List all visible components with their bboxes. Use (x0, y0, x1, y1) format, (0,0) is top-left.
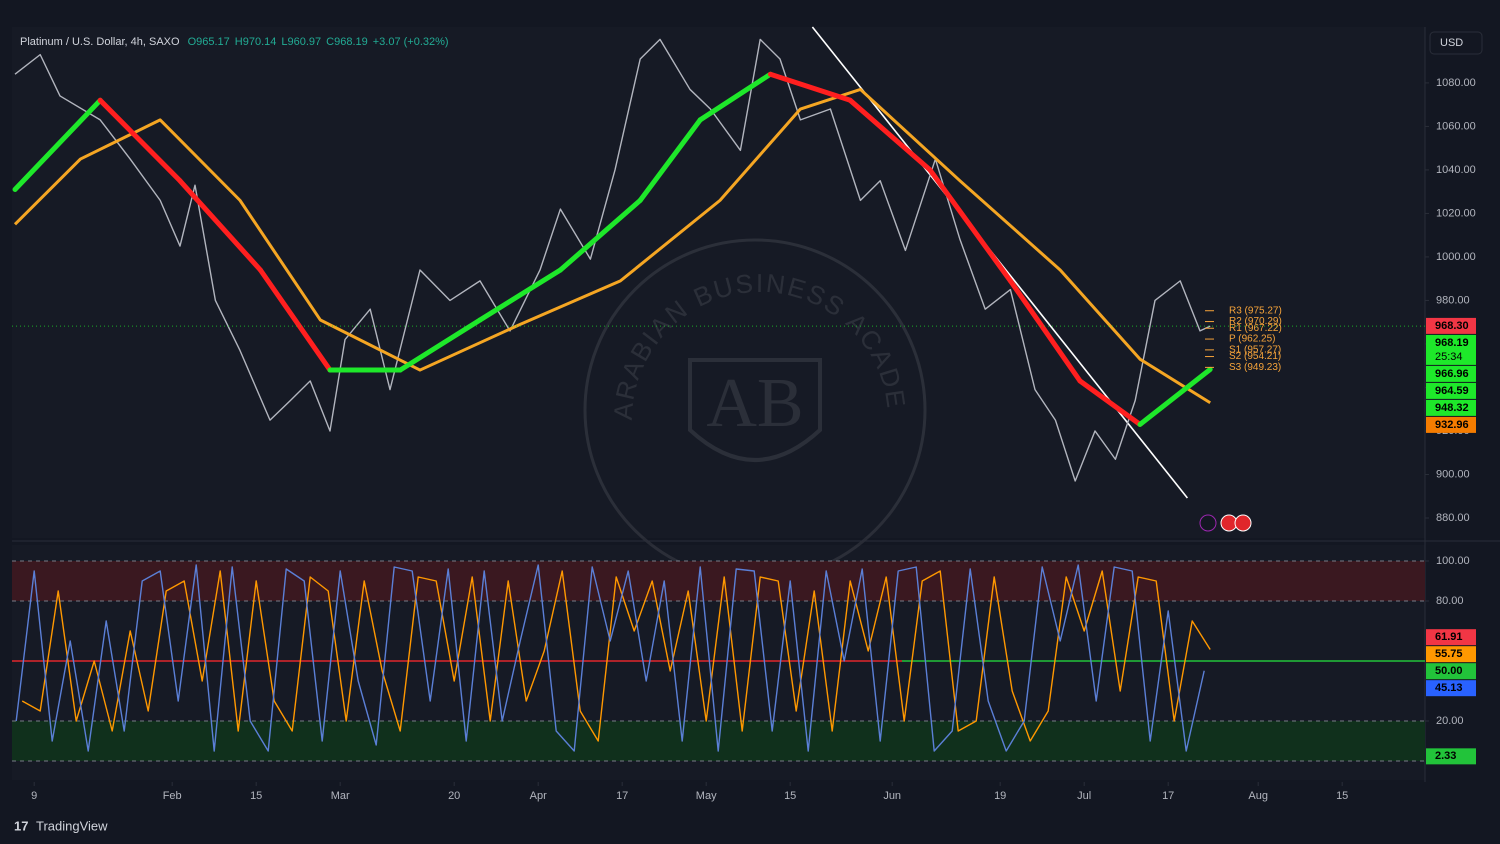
ma-segment (697, 71, 773, 123)
y-tick-label: 1060.00 (1436, 120, 1476, 132)
price-badge (1426, 382, 1476, 399)
price-badge-label: 968.19 (1435, 337, 1469, 349)
y-tick-label: 900.00 (1436, 468, 1470, 480)
price-badge (1426, 334, 1476, 365)
price-badge-label: 2.33 (1435, 750, 1456, 762)
pivot-label: S2 (954.21) (1229, 351, 1281, 362)
x-tick-label: 17 (616, 790, 628, 802)
x-tick-label: 19 (994, 790, 1006, 802)
price-badge-label: 968.30 (1435, 320, 1469, 332)
series-line (15, 564, 1205, 752)
pivot-label: S1 (957.27) (1229, 345, 1281, 356)
x-tick-label: Jul (1077, 790, 1091, 802)
brand: TradingView (36, 818, 108, 833)
price-badge (1426, 317, 1476, 334)
y-tick-label: 980.00 (1436, 294, 1470, 306)
price-badge-label: 55.75 (1435, 648, 1463, 660)
x-tick-label: Mar (331, 790, 350, 802)
ma-segment (637, 117, 703, 203)
price-badge-label: 964.59 (1435, 385, 1469, 397)
ma-segment (767, 71, 853, 103)
x-tick-label: 17 (1162, 790, 1174, 802)
pivot-label: P (962.25) (1229, 334, 1276, 345)
ma-segment (927, 167, 1013, 284)
x-tick-label: 9 (31, 790, 37, 802)
watermark-shield (688, 358, 822, 462)
x-tick-label: 15 (1336, 790, 1348, 802)
x-tick-label: Apr (530, 790, 547, 802)
legend-ohlc: +3.07 (+0.32%) (373, 36, 449, 48)
event-icon (1199, 514, 1217, 532)
x-tick-label: May (696, 790, 717, 802)
y-tick-label: 80.00 (1436, 595, 1464, 607)
x-tick-label: Feb (163, 790, 182, 802)
y-tick-label: 880.00 (1436, 512, 1470, 524)
y-tick-label: 1040.00 (1436, 164, 1476, 176)
ma-segment (1007, 278, 1083, 384)
x-tick-label: 15 (784, 790, 796, 802)
price-badge-label: 61.91 (1435, 631, 1463, 643)
y-tick-label: 1000.00 (1436, 251, 1476, 263)
series-line (21, 570, 1211, 742)
ma-segment (557, 197, 643, 273)
x-tick-label: Jun (883, 790, 901, 802)
countdown: 25:34 (1435, 351, 1463, 363)
price-badge (1426, 663, 1476, 680)
ma-segment (97, 97, 183, 184)
price-badge (1426, 680, 1476, 697)
price-badge-label: 948.32 (1435, 402, 1469, 414)
x-tick-label: Aug (1248, 790, 1268, 802)
legend-ohlc: O965.17 (188, 36, 230, 48)
event-icon (1234, 514, 1252, 532)
currency-button[interactable] (1429, 31, 1483, 55)
legend-ohlc: L960.97 (281, 36, 321, 48)
brand-logo: 17 (14, 818, 28, 833)
ma-segment (257, 267, 333, 373)
watermark-logo: AB (706, 365, 803, 442)
ma-segment (177, 178, 263, 273)
ma-segment (477, 267, 563, 323)
price-badge (1426, 748, 1476, 765)
legend-ohlc: H970.14 (235, 36, 277, 48)
price-badge (1426, 416, 1476, 433)
x-tick-label: 15 (250, 790, 262, 802)
legend-title: Platinum / U.S. Dollar, 4h, SAXO (20, 36, 180, 48)
currency-label[interactable]: USD (1440, 37, 1463, 49)
y-tick-label: 1020.00 (1436, 207, 1476, 219)
pivot-label: R2 (970.29) (1229, 316, 1282, 327)
legend-header: Platinum / U.S. Dollar, 4h, SAXO O965.17 H… (20, 36, 449, 48)
series-line (14, 38, 1211, 482)
series-line (13, 87, 1211, 405)
price-badge (1426, 629, 1476, 646)
y-tick-label: 20.00 (1436, 715, 1464, 727)
ma-segment (847, 97, 933, 173)
price-badge-label: 966.96 (1435, 368, 1469, 380)
pivot-label: R3 (975.27) (1229, 305, 1282, 316)
price-badge-label: 45.13 (1435, 682, 1463, 694)
ma-segment (12, 97, 103, 193)
price-pane (12, 27, 1425, 538)
price-badge-label: 50.00 (1435, 665, 1463, 677)
x-tick-label: 20 (448, 790, 460, 802)
pivot-label: S3 (949.23) (1229, 362, 1281, 373)
ma-segment (1077, 378, 1143, 427)
price-badge (1426, 365, 1476, 382)
event-icons (1199, 514, 1252, 532)
pivot-label: R1 (967.22) (1229, 323, 1282, 334)
legend-ohlc: C968.19 (326, 36, 368, 48)
y-tick-label: 1080.00 (1436, 77, 1476, 89)
zone (12, 561, 1425, 601)
price-badge (1426, 646, 1476, 663)
price-badge-label: 932.96 (1435, 419, 1469, 431)
ma-segment (397, 317, 483, 373)
y-tick-label: 100.00 (1436, 555, 1470, 567)
ma-segment (1137, 366, 1213, 427)
price-badge (1426, 399, 1476, 416)
